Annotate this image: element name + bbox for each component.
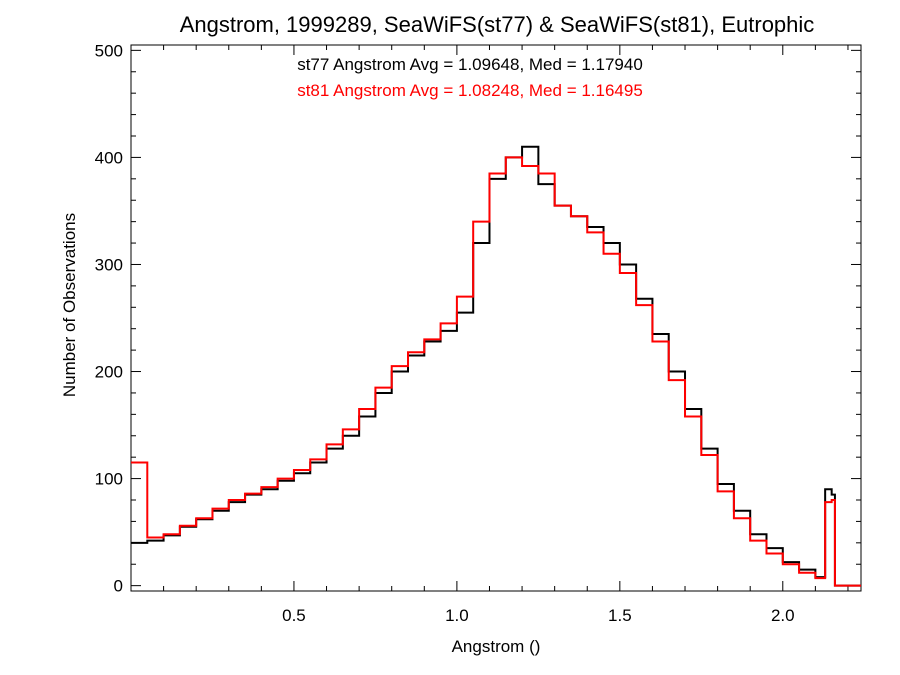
series-line-st77 (131, 145, 861, 587)
y-tick-label: 500 (95, 41, 123, 60)
y-tick-label: 0 (114, 577, 123, 596)
x-tick-label: 1.0 (445, 606, 469, 625)
annotation-st81: st81 Angstrom Avg = 1.08248, Med = 1.164… (297, 81, 643, 100)
y-tick-label: 300 (95, 255, 123, 274)
series-line-st81 (131, 156, 861, 587)
y-tick-label: 400 (95, 148, 123, 167)
x-axis-label: Angstrom () (452, 637, 541, 656)
x-axis-ticks: 0.5 1.0 1.5 2.0 (163, 45, 849, 625)
x-tick-label: 2.0 (771, 606, 795, 625)
series-layer (131, 145, 861, 587)
y-tick-label: 200 (95, 363, 123, 382)
x-tick-label: 1.5 (608, 606, 632, 625)
x-tick-label: 0.5 (282, 606, 306, 625)
y-axis-label: Number of Observations (60, 213, 79, 397)
plot-frame (130, 44, 862, 592)
annotation-st77: st77 Angstrom Avg = 1.09648, Med = 1.179… (297, 55, 643, 74)
y-axis-ticks: 0 100 200 300 400 500 (95, 41, 861, 596)
chart-title: Angstrom, 1999289, SeaWiFS(st77) & SeaWi… (180, 12, 815, 37)
y-tick-label: 100 (95, 470, 123, 489)
